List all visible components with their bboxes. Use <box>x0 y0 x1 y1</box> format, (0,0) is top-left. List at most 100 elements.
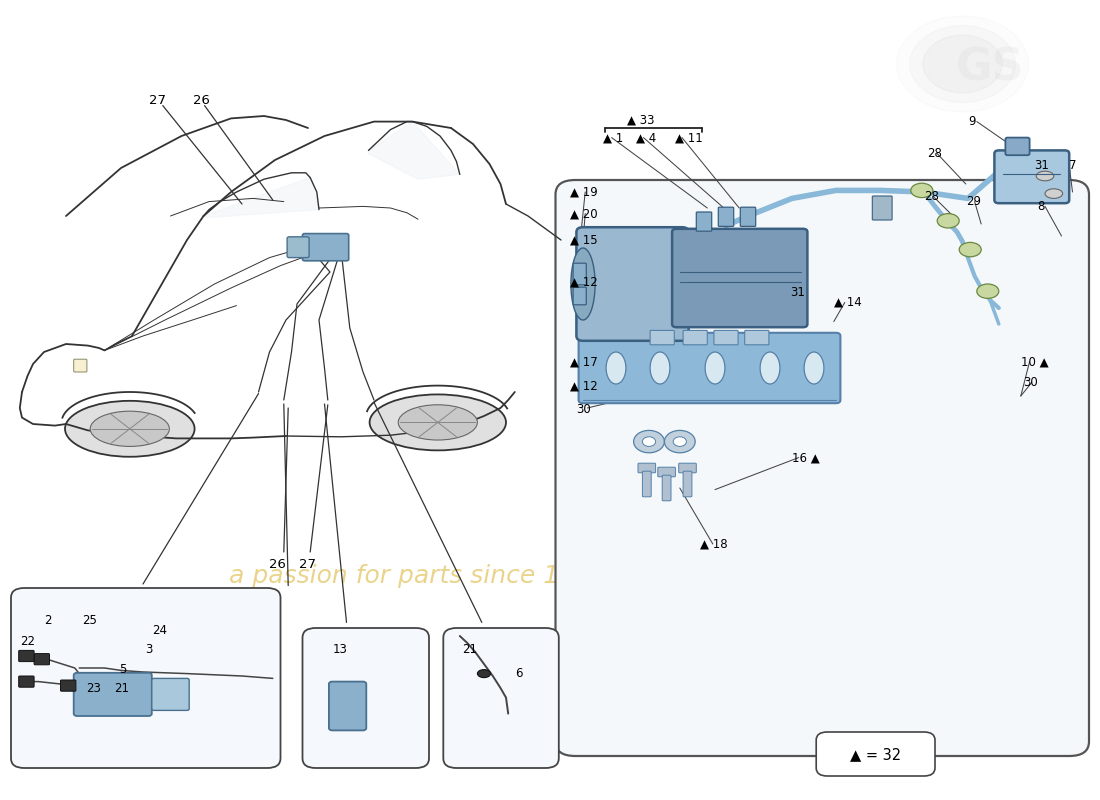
Text: 2: 2 <box>44 614 52 626</box>
FancyBboxPatch shape <box>658 467 675 477</box>
Text: 30: 30 <box>576 403 591 416</box>
Text: 3: 3 <box>145 643 153 656</box>
Text: ▲ 15: ▲ 15 <box>570 234 597 246</box>
Ellipse shape <box>571 248 595 320</box>
FancyBboxPatch shape <box>556 180 1089 756</box>
FancyBboxPatch shape <box>679 463 696 473</box>
Text: a passion for parts since 1985: a passion for parts since 1985 <box>229 564 607 588</box>
FancyBboxPatch shape <box>638 463 656 473</box>
Text: 23: 23 <box>86 682 101 694</box>
Ellipse shape <box>760 352 780 384</box>
FancyBboxPatch shape <box>287 237 309 258</box>
FancyBboxPatch shape <box>662 475 671 501</box>
Text: ▲ 17: ▲ 17 <box>570 355 597 368</box>
Circle shape <box>910 26 1015 102</box>
Polygon shape <box>204 178 319 218</box>
Ellipse shape <box>673 437 686 446</box>
Text: ▲ = 32: ▲ = 32 <box>850 747 901 762</box>
FancyBboxPatch shape <box>302 234 349 261</box>
Polygon shape <box>368 122 460 179</box>
Ellipse shape <box>804 352 824 384</box>
FancyBboxPatch shape <box>329 682 366 730</box>
Ellipse shape <box>959 242 981 257</box>
Ellipse shape <box>650 352 670 384</box>
Text: ▲ 19: ▲ 19 <box>570 186 597 198</box>
FancyBboxPatch shape <box>11 588 280 768</box>
Ellipse shape <box>911 183 933 198</box>
FancyBboxPatch shape <box>573 287 586 305</box>
FancyBboxPatch shape <box>74 359 87 372</box>
Text: 21: 21 <box>114 682 130 694</box>
Text: ▲ 14: ▲ 14 <box>834 296 861 309</box>
FancyBboxPatch shape <box>740 207 756 226</box>
Text: 28: 28 <box>927 147 943 160</box>
Text: 16 ▲: 16 ▲ <box>792 451 820 464</box>
FancyBboxPatch shape <box>19 650 34 662</box>
Text: ▲ 18: ▲ 18 <box>700 538 727 550</box>
Text: 24: 24 <box>152 624 167 637</box>
Text: ▲ 33: ▲ 33 <box>627 114 654 126</box>
Text: 21: 21 <box>462 643 477 656</box>
FancyBboxPatch shape <box>745 330 769 345</box>
Text: 22: 22 <box>20 635 35 648</box>
Text: 8: 8 <box>1037 200 1045 213</box>
Circle shape <box>923 35 1002 93</box>
FancyBboxPatch shape <box>872 196 892 220</box>
Text: 31: 31 <box>790 286 805 298</box>
Text: ▲ 11: ▲ 11 <box>675 131 703 144</box>
Text: ▲ 1: ▲ 1 <box>603 131 623 144</box>
Ellipse shape <box>65 401 195 457</box>
Text: 5: 5 <box>119 663 126 676</box>
FancyBboxPatch shape <box>60 680 76 691</box>
Ellipse shape <box>90 411 169 446</box>
Ellipse shape <box>398 405 477 440</box>
Text: 28: 28 <box>924 190 939 202</box>
FancyBboxPatch shape <box>696 212 712 231</box>
Text: ▲ 12: ▲ 12 <box>570 379 597 392</box>
Ellipse shape <box>1036 171 1054 181</box>
Text: ▲ 20: ▲ 20 <box>570 207 597 220</box>
FancyBboxPatch shape <box>816 732 935 776</box>
Ellipse shape <box>977 284 999 298</box>
Text: 29: 29 <box>966 195 981 208</box>
Ellipse shape <box>606 352 626 384</box>
Text: ▲ 4: ▲ 4 <box>636 131 656 144</box>
Ellipse shape <box>937 214 959 228</box>
FancyBboxPatch shape <box>683 330 707 345</box>
Ellipse shape <box>370 394 506 450</box>
Ellipse shape <box>705 352 725 384</box>
FancyBboxPatch shape <box>1005 138 1030 155</box>
Text: GS: GS <box>956 46 1024 90</box>
Ellipse shape <box>664 430 695 453</box>
FancyBboxPatch shape <box>302 628 429 768</box>
FancyBboxPatch shape <box>576 227 689 341</box>
FancyBboxPatch shape <box>34 654 50 665</box>
Circle shape <box>896 16 1028 112</box>
FancyBboxPatch shape <box>650 330 674 345</box>
Text: 25: 25 <box>82 614 98 627</box>
Text: 7: 7 <box>1069 159 1077 172</box>
Text: 9: 9 <box>968 115 976 128</box>
Ellipse shape <box>642 437 656 446</box>
FancyBboxPatch shape <box>672 229 807 327</box>
Text: 31: 31 <box>1034 159 1049 172</box>
FancyBboxPatch shape <box>443 628 559 768</box>
FancyBboxPatch shape <box>714 330 738 345</box>
Text: 26: 26 <box>270 558 286 570</box>
FancyBboxPatch shape <box>579 333 840 403</box>
Text: 27: 27 <box>148 94 165 106</box>
Ellipse shape <box>634 430 664 453</box>
FancyBboxPatch shape <box>152 678 189 710</box>
Text: ▲ 12: ▲ 12 <box>570 275 597 288</box>
Text: 6: 6 <box>515 667 522 680</box>
FancyBboxPatch shape <box>718 207 734 226</box>
Ellipse shape <box>1045 189 1063 198</box>
Text: 26: 26 <box>192 94 209 106</box>
Text: 27: 27 <box>299 558 316 570</box>
Ellipse shape <box>477 670 491 678</box>
FancyBboxPatch shape <box>19 676 34 687</box>
Text: 13: 13 <box>332 643 348 656</box>
Text: 30: 30 <box>1023 376 1037 389</box>
FancyBboxPatch shape <box>994 150 1069 203</box>
FancyBboxPatch shape <box>683 471 692 497</box>
